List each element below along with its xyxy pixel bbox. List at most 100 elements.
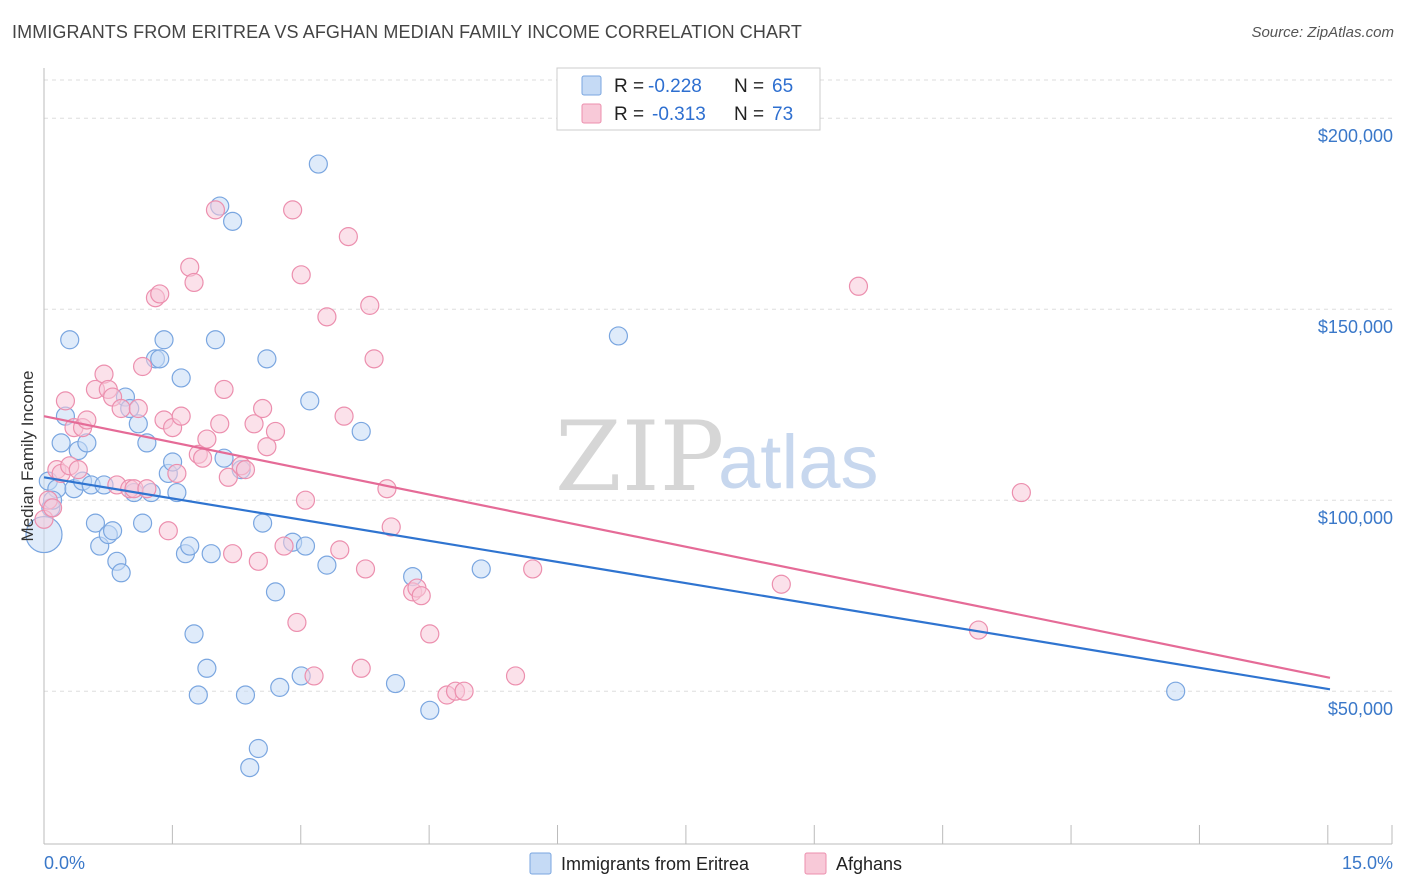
afghan-point bbox=[184, 272, 204, 293]
eritrea-point bbox=[60, 330, 80, 350]
afghan-point bbox=[167, 463, 187, 484]
eritrea-point bbox=[1166, 681, 1186, 701]
eritrea-point bbox=[197, 658, 217, 678]
afghan-point bbox=[218, 467, 238, 487]
eritrea-point bbox=[308, 154, 328, 174]
eritrea-point bbox=[150, 349, 170, 369]
afghan-point bbox=[411, 586, 431, 606]
x-tick-label-min: 0.0% bbox=[44, 853, 85, 873]
legend: R = -0.228 N = 65 R = -0.313 N = 73 bbox=[556, 67, 821, 131]
afghan-point bbox=[287, 612, 307, 633]
trend-lines bbox=[43, 415, 1331, 691]
afghan-point bbox=[317, 307, 337, 327]
eritrea-point bbox=[351, 421, 371, 442]
axes bbox=[43, 68, 1393, 845]
afghan-point bbox=[158, 521, 178, 541]
y-tick-labels: $50,000 $100,000 $150,000 $200,000 bbox=[1318, 126, 1393, 719]
afghan-point bbox=[111, 398, 131, 419]
afghan-point bbox=[193, 448, 213, 468]
afghan-point bbox=[205, 200, 226, 220]
eritrea-point bbox=[51, 433, 71, 453]
bottom-legend-swatch-eritrea bbox=[529, 852, 552, 875]
afghan-point bbox=[377, 479, 397, 499]
legend-n-label-2: N = bbox=[734, 104, 764, 125]
afghan-point bbox=[1011, 482, 1031, 503]
eritrea-point bbox=[205, 330, 226, 350]
eritrea-point bbox=[184, 624, 204, 644]
afghan-point bbox=[68, 460, 88, 480]
afghan-point bbox=[334, 406, 354, 426]
afghan-point bbox=[338, 227, 358, 247]
afghan-point bbox=[235, 460, 256, 480]
afghan-point bbox=[210, 414, 230, 434]
afghan-point bbox=[223, 544, 243, 564]
eritrea-point bbox=[420, 700, 440, 720]
eritrea-point bbox=[180, 536, 200, 556]
eritrea-point bbox=[188, 685, 208, 705]
afghan-point bbox=[128, 398, 148, 419]
afghan-point bbox=[265, 421, 286, 442]
eritrea-point bbox=[201, 544, 221, 564]
afghan-point bbox=[771, 574, 791, 594]
afghan-point bbox=[197, 429, 217, 449]
eritrea-point bbox=[85, 513, 106, 533]
afghan-point bbox=[274, 536, 294, 556]
eritrea-point bbox=[154, 330, 174, 350]
source-label: Source: ZipAtlas.com bbox=[1251, 24, 1394, 41]
eritrea-point bbox=[240, 757, 260, 778]
eritrea-point bbox=[223, 211, 243, 231]
legend-r-value-2: -0.313 bbox=[652, 104, 706, 125]
legend-r-value-1: -0.228 bbox=[648, 76, 702, 97]
eritrea-point bbox=[257, 349, 277, 369]
eritrea-point bbox=[385, 673, 406, 694]
eritrea-point bbox=[235, 685, 256, 705]
afghan-point bbox=[42, 498, 63, 518]
legend-n-value-2: 73 bbox=[772, 104, 793, 125]
afghan-point bbox=[214, 379, 234, 400]
eritrea-point bbox=[265, 582, 286, 602]
afghan-point bbox=[132, 356, 153, 377]
y-tick-label: $100,000 bbox=[1318, 508, 1393, 528]
afghan-point bbox=[330, 540, 350, 560]
y-tick-label: $50,000 bbox=[1328, 699, 1393, 719]
afghan-point bbox=[364, 349, 384, 369]
trend-line-eritrea bbox=[43, 476, 1331, 691]
eritrea-point bbox=[167, 482, 187, 503]
eritrea-point bbox=[111, 563, 131, 583]
trend-line-afghans bbox=[43, 415, 1331, 679]
afghan-point bbox=[351, 658, 371, 678]
eritrea-point bbox=[102, 521, 123, 541]
eritrea-point bbox=[171, 368, 191, 388]
afghan-point bbox=[150, 284, 170, 304]
watermark-zip: ZIP bbox=[555, 401, 724, 513]
watermark-atlas: atlas bbox=[718, 420, 879, 505]
afghan-point bbox=[454, 681, 474, 701]
afghan-point bbox=[171, 406, 191, 426]
y-axis-label: Median Family Income bbox=[18, 370, 37, 541]
bottom-legend-label-afghans: Afghans bbox=[836, 854, 902, 874]
legend-r-label-2: R = bbox=[614, 104, 644, 125]
afghan-point bbox=[291, 265, 311, 285]
eritrea-point bbox=[270, 677, 290, 697]
afghan-point bbox=[295, 490, 316, 510]
bottom-legend: Immigrants from Eritrea Afghans bbox=[529, 852, 902, 875]
afghan-point bbox=[253, 398, 273, 419]
eritrea-point bbox=[248, 738, 268, 759]
eritrea-point bbox=[295, 536, 316, 556]
eritrea-point bbox=[300, 391, 320, 411]
bottom-legend-swatch-afghans bbox=[804, 852, 827, 875]
afghan-point bbox=[257, 437, 277, 457]
eritrea-point bbox=[253, 513, 273, 533]
series-afghans-points bbox=[34, 200, 1031, 705]
afghan-point bbox=[304, 666, 324, 686]
legend-n-label-1: N = bbox=[734, 76, 764, 97]
afghan-point bbox=[355, 559, 376, 579]
afghan-point bbox=[848, 276, 869, 296]
grid-lines bbox=[44, 79, 1392, 692]
bottom-legend-label-eritrea: Immigrants from Eritrea bbox=[561, 854, 750, 874]
y-tick-label: $200,000 bbox=[1318, 126, 1393, 146]
afghan-point bbox=[248, 551, 268, 571]
afghan-point bbox=[505, 666, 526, 686]
chart-title: IMMIGRANTS FROM ERITREA VS AFGHAN MEDIAN… bbox=[12, 22, 802, 42]
